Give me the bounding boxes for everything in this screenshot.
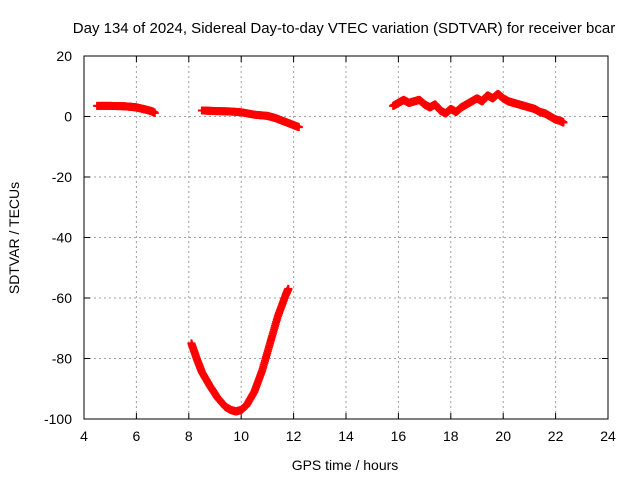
x-tick-label: 10	[233, 428, 249, 444]
y-tick-label: -80	[52, 351, 72, 367]
x-tick-label: 6	[133, 428, 141, 444]
y-tick-label: 0	[64, 109, 72, 125]
x-tick-label: 24	[600, 428, 616, 444]
chart-title: Day 134 of 2024, Sidereal Day-to-day VTE…	[73, 20, 615, 37]
x-axis-label: GPS time / hours	[292, 457, 399, 473]
x-tick-label: 12	[286, 428, 302, 444]
axis-ticks: 4 6 8 10 12 14 16 18 20 22 24 -100 -80 -60 -40 -20 0 20	[44, 48, 616, 444]
y-tick-label: 20	[56, 48, 72, 64]
y-tick-label: -20	[52, 169, 72, 185]
x-tick-label: 16	[391, 428, 407, 444]
x-tick-label: 20	[495, 428, 511, 444]
y-tick-label: -60	[52, 290, 72, 306]
y-tick-label: -40	[52, 230, 72, 246]
data-point	[294, 123, 303, 132]
data-point	[150, 108, 159, 117]
data-point	[284, 284, 293, 293]
x-tick-label: 18	[443, 428, 459, 444]
x-tick-label: 4	[80, 428, 88, 444]
y-axis-label: SDTVAR / TECUs	[6, 182, 22, 294]
data-points	[93, 89, 568, 416]
x-tick-label: 22	[548, 428, 564, 444]
x-tick-label: 8	[185, 428, 193, 444]
series-segment-2	[197, 106, 303, 132]
x-tick-label: 14	[338, 428, 354, 444]
series-segment-1	[93, 101, 159, 117]
series-segment-4	[389, 89, 568, 127]
series-segment-3	[187, 284, 293, 416]
data-point	[559, 118, 568, 127]
y-tick-label: -100	[44, 411, 72, 427]
